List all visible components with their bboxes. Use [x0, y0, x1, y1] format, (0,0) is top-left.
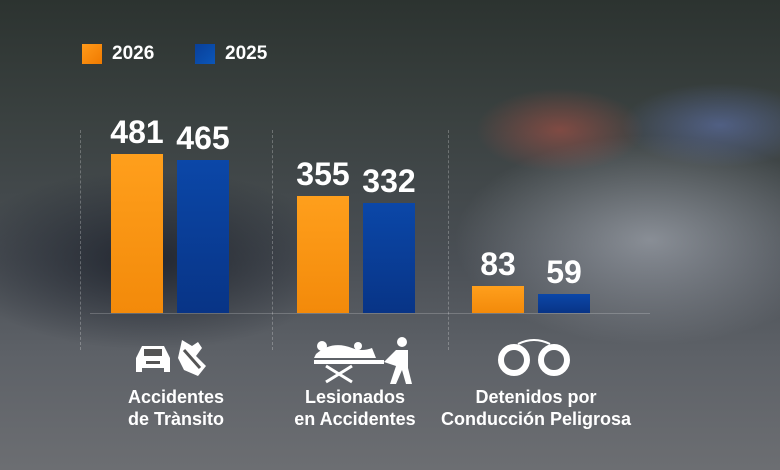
- bar-2025-1: [363, 203, 415, 313]
- baseline: [90, 313, 650, 314]
- bar-2026-2: [472, 285, 524, 313]
- legend-swatch-2025: [195, 44, 215, 64]
- value-label-2026-2: 83: [480, 245, 516, 282]
- legend-label-2026: 2026: [112, 43, 155, 64]
- car-crash-icon: [136, 340, 206, 376]
- bar-2026-0: [111, 154, 163, 313]
- category-label-detenidos: Detenidos por Conducción Peligrosa: [440, 387, 632, 429]
- handcuffs-icon: [498, 339, 570, 376]
- category-label-accidentes: Accidentes de Trànsito: [127, 387, 225, 429]
- bar-2026-1: [297, 195, 349, 313]
- separator: [80, 130, 81, 350]
- legend-label-2025: 2025: [225, 43, 268, 64]
- value-label-2025-0: 465: [176, 119, 230, 156]
- bar-2025-0: [177, 159, 229, 313]
- legend-2026: 2026: [82, 43, 154, 65]
- legend-2025: 2025: [195, 43, 267, 65]
- category-label-lesionados: Lesionados en Accidentes: [294, 387, 416, 429]
- separator: [272, 130, 273, 350]
- stretcher-patient-icon: [314, 337, 412, 384]
- value-label-2026-0: 481: [110, 114, 164, 151]
- separator: [448, 130, 449, 350]
- bar-2025-2: [538, 293, 590, 313]
- value-label-2025-2: 59: [546, 253, 582, 290]
- legend-swatch-2026: [82, 44, 102, 64]
- value-label-2025-1: 332: [362, 163, 416, 200]
- value-label-2026-1: 355: [296, 155, 350, 192]
